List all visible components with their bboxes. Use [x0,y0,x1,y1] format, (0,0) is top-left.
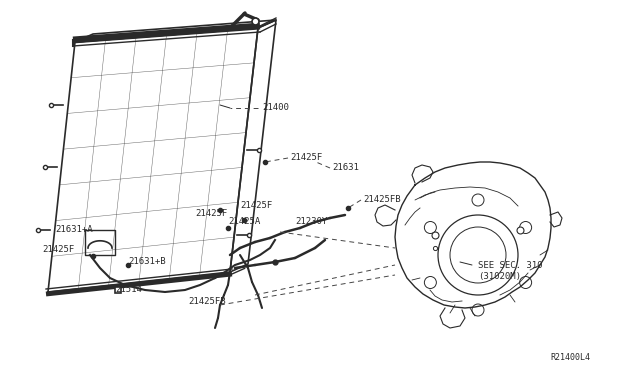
Text: 21230Y: 21230Y [295,218,327,227]
Text: 21425FB: 21425FB [363,196,401,205]
Text: R21400L4: R21400L4 [550,353,590,362]
Text: 21425F: 21425F [195,208,227,218]
Text: 21400: 21400 [262,103,289,112]
Text: 21425F: 21425F [42,246,74,254]
Text: SEE SEC. 310: SEE SEC. 310 [478,260,543,269]
Text: 21425FB: 21425FB [188,298,226,307]
Text: 21425F: 21425F [290,154,323,163]
Text: 21425A: 21425A [228,218,260,227]
Text: 21631+B: 21631+B [128,257,166,266]
Text: 21514: 21514 [115,285,142,295]
Text: 21631+A: 21631+A [55,225,93,234]
Text: 21425F: 21425F [240,201,272,209]
Text: (31020M): (31020M) [478,273,521,282]
Text: 21631: 21631 [332,164,359,173]
